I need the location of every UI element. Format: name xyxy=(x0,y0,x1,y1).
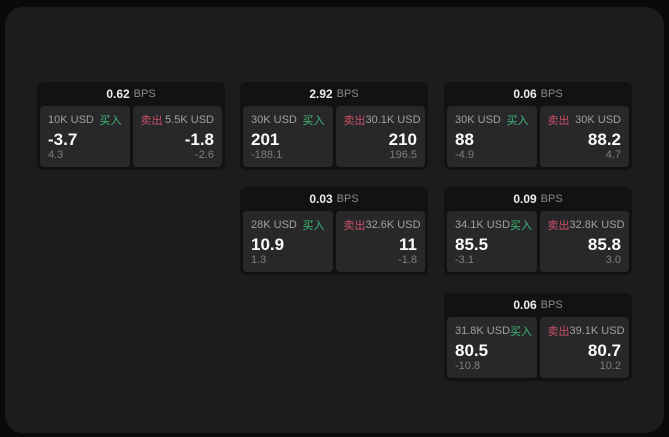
sell-change-value: -2.6 xyxy=(195,149,214,161)
buy-quote-tile[interactable]: 30K USD 买入 201 -188.1 xyxy=(243,106,333,167)
buy-amount-label: 31.8K USD xyxy=(455,325,511,337)
sell-price: 88.2 xyxy=(587,130,621,149)
sell-tag: 卖出 xyxy=(547,115,570,127)
buy-amount-label: 10K USD xyxy=(48,114,94,126)
buy-tag: 买入 xyxy=(510,326,533,338)
buy-quote-tile[interactable]: 10K USD 买入 -3.7 4.3 xyxy=(40,106,130,167)
sell-quote-tile[interactable]: 卖出 5.5K USD -1.8 -2.6 xyxy=(132,106,222,167)
sell-amount-label: 32.6K USD xyxy=(365,219,421,231)
bps-header: 0.03 BPS xyxy=(240,187,428,211)
bps-value: 2.92 xyxy=(309,87,333,101)
buy-quote-tile[interactable]: 31.8K USD 买入 80.5 -10.8 xyxy=(447,317,537,378)
sell-change-value: -1.8 xyxy=(398,254,417,266)
sell-quote-tile[interactable]: 卖出 30.1K USD 210 196.5 xyxy=(335,106,425,167)
bps-unit-label: BPS xyxy=(336,193,359,205)
buy-tag: 买入 xyxy=(99,115,122,127)
buy-tag: 买入 xyxy=(506,115,529,127)
sell-tag: 卖出 xyxy=(343,115,366,127)
buy-amount-label: 28K USD xyxy=(251,219,297,231)
bps-value: 0.09 xyxy=(513,192,537,206)
buy-price: 10.9 xyxy=(251,235,285,254)
sell-quote-tile[interactable]: 卖出 30K USD 88.2 4.7 xyxy=(539,106,629,167)
buy-price: 80.5 xyxy=(455,341,489,360)
bps-unit-label: BPS xyxy=(540,88,563,100)
sell-price: -1.8 xyxy=(184,130,214,149)
bps-header: 0.06 BPS xyxy=(444,82,632,106)
buy-quote-tile[interactable]: 34.1K USD 买入 85.5 -3.1 xyxy=(447,211,537,272)
buy-change-value: 4.3 xyxy=(48,149,64,161)
sell-amount-label: 30K USD xyxy=(575,114,621,126)
sell-amount-label: 39.1K USD xyxy=(569,325,625,337)
bps-unit-label: BPS xyxy=(336,88,359,100)
buy-amount-label: 30K USD xyxy=(251,114,297,126)
sell-price: 11 xyxy=(399,235,417,254)
sell-quote-tile[interactable]: 卖出 32.6K USD 11 -1.8 xyxy=(335,211,425,272)
bps-value: 0.06 xyxy=(513,298,537,312)
buy-tag: 买入 xyxy=(510,220,533,232)
sell-price: 210 xyxy=(388,130,417,149)
sell-tag: 卖出 xyxy=(140,115,163,127)
buy-price: 88 xyxy=(455,130,474,149)
bps-header: 2.92 BPS xyxy=(240,82,428,106)
quote-card: 0.03 BPS 28K USD 买入 10.9 1.3 卖出 32.6K US… xyxy=(240,187,428,275)
sell-amount-label: 32.8K USD xyxy=(569,219,625,231)
quote-card: 0.06 BPS 31.8K USD 买入 80.5 -10.8 卖出 39.1… xyxy=(444,293,632,381)
bps-unit-label: BPS xyxy=(133,88,156,100)
quote-card: 0.62 BPS 10K USD 买入 -3.7 4.3 卖出 5.5K USD… xyxy=(37,82,225,170)
bps-header: 0.62 BPS xyxy=(37,82,225,106)
bps-value: 0.06 xyxy=(513,87,537,101)
sell-price: 80.7 xyxy=(587,341,621,360)
buy-quote-tile[interactable]: 28K USD 买入 10.9 1.3 xyxy=(243,211,333,272)
buy-price: 85.5 xyxy=(455,235,489,254)
buy-amount-label: 34.1K USD xyxy=(455,219,511,231)
buy-price: -3.7 xyxy=(48,130,78,149)
bps-value: 0.62 xyxy=(106,87,130,101)
sell-change-value: 4.7 xyxy=(605,149,621,161)
buy-change-value: 1.3 xyxy=(251,254,267,266)
buy-tag: 买入 xyxy=(302,115,325,127)
sell-quote-tile[interactable]: 卖出 32.8K USD 85.8 3.0 xyxy=(539,211,629,272)
buy-change-value: -3.1 xyxy=(455,254,474,266)
bps-header: 0.09 BPS xyxy=(444,187,632,211)
quote-board-panel: 0.62 BPS 10K USD 买入 -3.7 4.3 卖出 5.5K USD… xyxy=(5,7,664,433)
sell-change-value: 196.5 xyxy=(389,149,417,161)
buy-change-value: -4.9 xyxy=(455,149,474,161)
sell-price: 85.8 xyxy=(587,235,621,254)
bps-header: 0.06 BPS xyxy=(444,293,632,317)
sell-change-value: 3.0 xyxy=(605,254,621,266)
buy-price: 201 xyxy=(251,130,280,149)
sell-amount-label: 5.5K USD xyxy=(165,114,214,126)
buy-quote-tile[interactable]: 30K USD 买入 88 -4.9 xyxy=(447,106,537,167)
sell-quote-tile[interactable]: 卖出 39.1K USD 80.7 10.2 xyxy=(539,317,629,378)
bps-value: 0.03 xyxy=(309,192,333,206)
sell-tag: 卖出 xyxy=(547,220,570,232)
sell-change-value: 10.2 xyxy=(599,360,621,372)
sell-tag: 卖出 xyxy=(547,326,570,338)
bps-unit-label: BPS xyxy=(540,193,563,205)
buy-change-value: -10.8 xyxy=(455,360,481,372)
quote-card: 0.06 BPS 30K USD 买入 88 -4.9 卖出 30K USD 8… xyxy=(444,82,632,170)
quote-card: 0.09 BPS 34.1K USD 买入 85.5 -3.1 卖出 32.8K… xyxy=(444,187,632,275)
bps-unit-label: BPS xyxy=(540,299,563,311)
sell-tag: 卖出 xyxy=(343,220,366,232)
buy-amount-label: 30K USD xyxy=(455,114,501,126)
buy-tag: 买入 xyxy=(302,220,325,232)
quote-card: 2.92 BPS 30K USD 买入 201 -188.1 卖出 30.1K … xyxy=(240,82,428,170)
sell-amount-label: 30.1K USD xyxy=(365,114,421,126)
buy-change-value: -188.1 xyxy=(251,149,283,161)
